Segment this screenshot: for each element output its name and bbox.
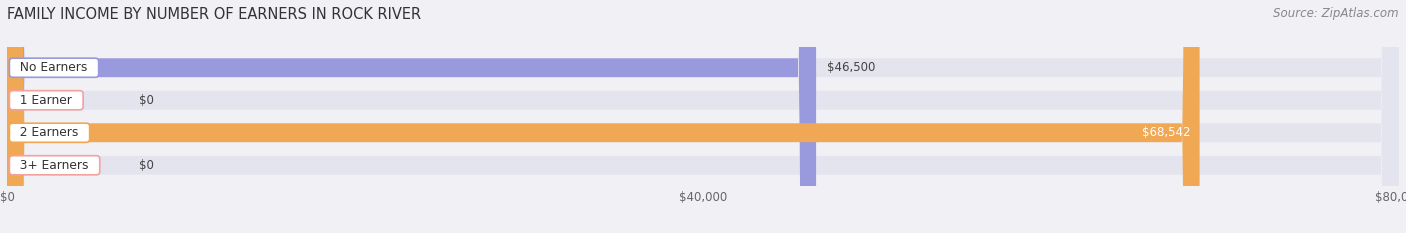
FancyBboxPatch shape — [7, 0, 815, 233]
Text: Source: ZipAtlas.com: Source: ZipAtlas.com — [1274, 7, 1399, 20]
FancyBboxPatch shape — [7, 0, 1399, 233]
Text: $0: $0 — [139, 159, 155, 172]
Text: $0: $0 — [139, 94, 155, 107]
Text: No Earners: No Earners — [13, 61, 96, 74]
FancyBboxPatch shape — [7, 0, 1399, 233]
Text: $68,542: $68,542 — [1142, 126, 1191, 139]
FancyBboxPatch shape — [7, 0, 1399, 233]
Text: FAMILY INCOME BY NUMBER OF EARNERS IN ROCK RIVER: FAMILY INCOME BY NUMBER OF EARNERS IN RO… — [7, 7, 422, 22]
Text: 3+ Earners: 3+ Earners — [13, 159, 97, 172]
FancyBboxPatch shape — [7, 0, 1199, 233]
Text: $46,500: $46,500 — [827, 61, 876, 74]
Text: 2 Earners: 2 Earners — [13, 126, 87, 139]
FancyBboxPatch shape — [7, 0, 1399, 233]
Text: 1 Earner: 1 Earner — [13, 94, 80, 107]
